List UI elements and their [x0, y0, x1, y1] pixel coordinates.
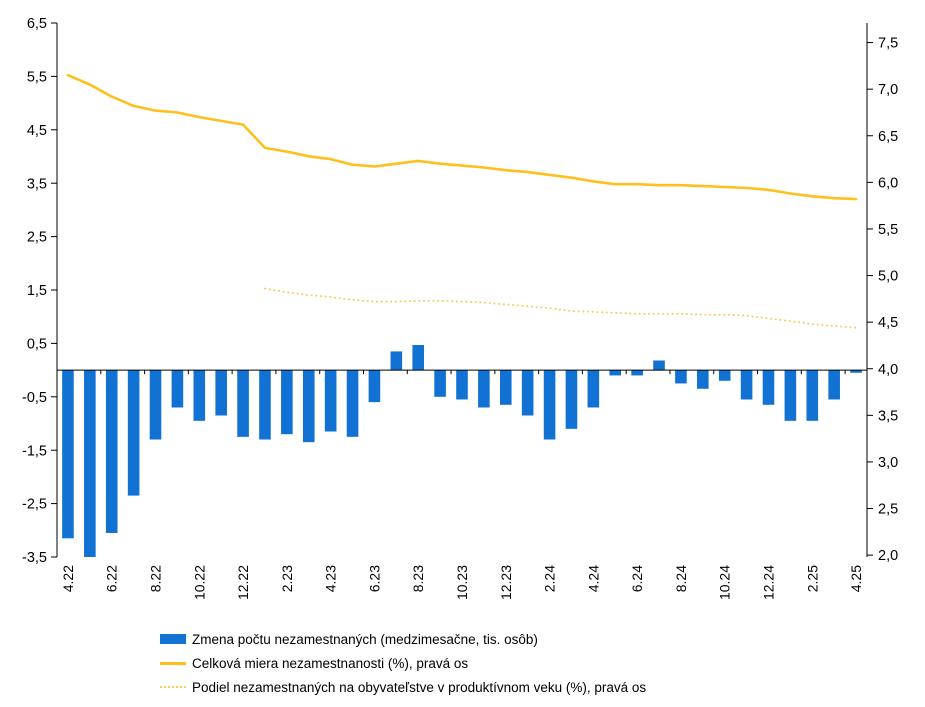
left-axis-label: 0,5 [27, 336, 47, 352]
bar [850, 370, 862, 373]
x-axis-label: 4.25 [848, 565, 864, 592]
dotted-swatch-icon [160, 686, 186, 688]
legend-label-share: Podiel nezamestnaných na obyvateľstve v … [192, 679, 647, 695]
bar [281, 370, 293, 435]
left-axis-label: -1,5 [22, 443, 47, 459]
right-axis-label: 5,5 [878, 222, 898, 238]
left-axis-label: 4,5 [27, 123, 47, 139]
bar [609, 370, 622, 376]
x-axis-label: 2.23 [279, 565, 295, 592]
right-axis-label: 2,0 [878, 548, 898, 564]
right-axis-label: 4,5 [878, 315, 898, 331]
bar [587, 370, 600, 408]
x-axis-label: 2.24 [542, 565, 558, 592]
bar [215, 370, 227, 416]
bar [806, 370, 819, 421]
left-axis-label: -3,5 [22, 550, 47, 566]
bar [84, 370, 96, 557]
left-axis-label: -0,5 [22, 390, 47, 406]
bar [149, 370, 162, 440]
left-axis-label: 1,5 [27, 283, 47, 299]
rate-line [66, 73, 858, 201]
right-axis-label: 4,0 [878, 362, 898, 378]
bar-swatch-icon [160, 634, 186, 644]
right-axis-label: 7,5 [878, 36, 898, 52]
left-axis-label: 6,5 [27, 16, 47, 32]
right-axis-label: 3,0 [878, 455, 898, 471]
left-axis-label: 2,5 [27, 230, 47, 246]
right-axis-label: 3,5 [878, 408, 898, 424]
x-axis-label: 10.22 [191, 565, 207, 600]
bar [653, 360, 665, 371]
bar [368, 370, 381, 403]
bar [631, 370, 643, 376]
right-axis-label: 7,0 [878, 82, 898, 98]
legend-item-share: Podiel nezamestnaných na obyvateľstve v … [160, 675, 646, 699]
bar [62, 370, 74, 539]
bar [784, 370, 797, 421]
left-axis-label: -2,5 [22, 497, 47, 513]
x-axis-label: 2.25 [804, 565, 820, 592]
right-axis-label: 6,5 [878, 129, 898, 145]
x-axis-label: 12.22 [235, 565, 251, 600]
line-swatch-icon [160, 661, 186, 665]
x-axis-label: 4.22 [60, 565, 76, 592]
x-axis-label: 6.24 [629, 565, 645, 592]
x-axis-label: 10.24 [717, 565, 733, 600]
x-axis-label: 4.24 [585, 565, 601, 592]
bar [565, 370, 578, 429]
x-axis-label: 10.23 [454, 565, 470, 600]
x-axis-label: 6.23 [366, 565, 382, 592]
bar [237, 370, 249, 437]
bar [434, 370, 446, 397]
legend-label-bars: Zmena počtu nezamestnaných (medzimesačne… [192, 631, 538, 647]
bar [521, 370, 534, 416]
bar [105, 370, 118, 533]
bar [697, 370, 709, 389]
bar [456, 370, 468, 400]
bar [828, 370, 840, 400]
bar [171, 370, 184, 408]
legend-item-bars: Zmena počtu nezamestnaných (medzimesačne… [160, 627, 646, 651]
x-axis-label: 12.23 [498, 565, 514, 600]
left-axis-label: 5,5 [27, 69, 47, 85]
legend-label-rate: Celková miera nezamestnanosti (%), pravá… [192, 655, 469, 671]
bar [762, 370, 775, 405]
bar [127, 370, 140, 496]
bar [499, 370, 512, 405]
x-axis-label: 8.22 [148, 565, 164, 592]
bar [324, 370, 337, 432]
x-axis-label: 4.23 [323, 565, 339, 592]
bar [412, 345, 425, 371]
bar [302, 370, 315, 443]
bar [346, 370, 359, 437]
bar [718, 370, 731, 381]
left-axis-label: 3,5 [27, 176, 47, 192]
bar [193, 370, 206, 421]
share-dotted-line [264, 287, 858, 329]
bar [478, 370, 490, 408]
bar [543, 370, 556, 440]
bar [740, 370, 753, 400]
right-axis-label: 6,0 [878, 175, 898, 191]
bar [675, 370, 687, 384]
bar [390, 351, 403, 371]
x-axis-label: 6.22 [104, 565, 120, 592]
legend-item-rate: Celková miera nezamestnanosti (%), pravá… [160, 651, 646, 675]
x-axis-label: 8.24 [673, 565, 689, 592]
right-axis-label: 5,0 [878, 269, 898, 285]
right-axis-label: 2,5 [878, 502, 898, 518]
bar [259, 370, 271, 440]
chart-legend: Zmena počtu nezamestnaných (medzimesačne… [160, 627, 646, 699]
x-axis-label: 8.23 [410, 565, 426, 592]
x-axis-label: 12.24 [761, 565, 777, 600]
